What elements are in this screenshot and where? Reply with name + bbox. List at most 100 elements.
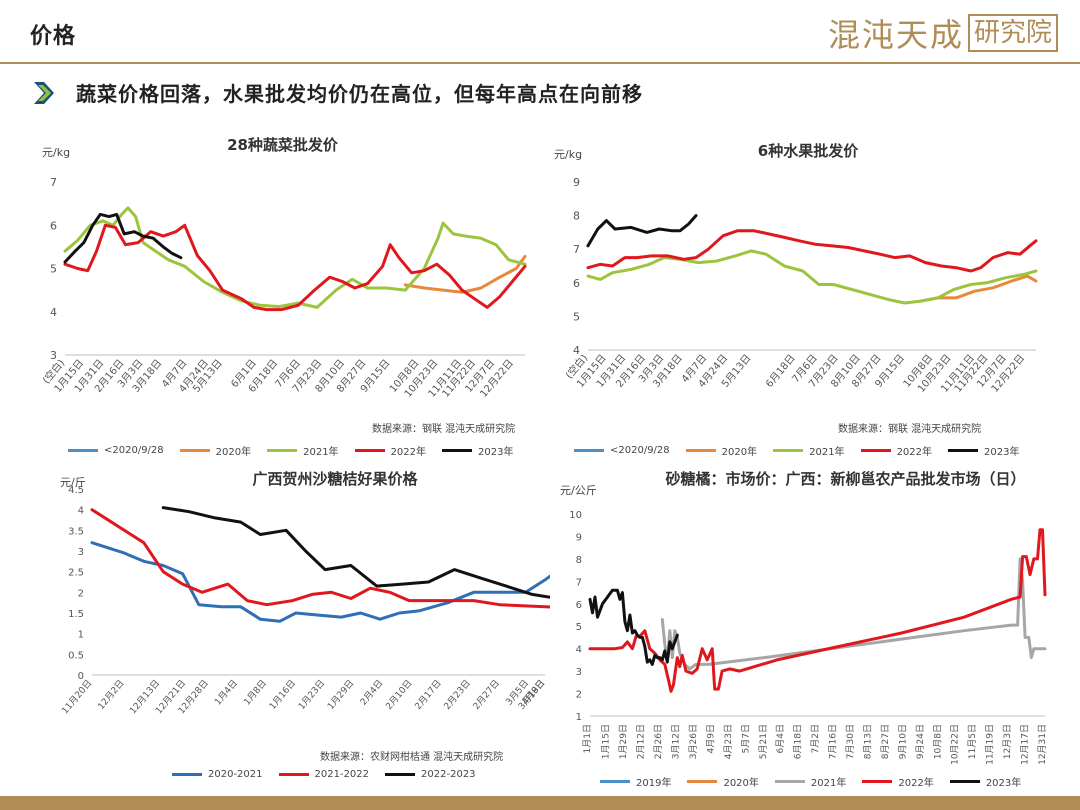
series-line — [63, 223, 527, 312]
x-tick-label: 7月30日 — [845, 724, 856, 759]
x-tick-label: 8月13日 — [862, 724, 873, 759]
y-tick-label: 4.5 — [68, 485, 84, 496]
logo-boxed-text: 研究院 — [967, 14, 1058, 52]
chart-title: 28种蔬菜批发价 — [227, 136, 338, 154]
x-tick-label: 8月27日 — [880, 724, 891, 759]
chart-legend: 2020-2021 2021-2022 2022-2023 — [172, 769, 492, 780]
y-tick-label: 3 — [50, 349, 57, 362]
y-tick-label: 6 — [50, 219, 57, 232]
x-tick-label: 11月20日 — [60, 678, 95, 716]
x-tick-label: 11月5日 — [967, 724, 978, 759]
x-tick-label: 2月17日 — [413, 678, 444, 712]
legend-swatch — [354, 449, 385, 452]
legend-item: 2020年 — [687, 774, 759, 789]
x-tick-label: 2月26日 — [653, 724, 664, 759]
legend-swatch — [860, 449, 891, 452]
series-line — [586, 214, 698, 248]
series-line — [90, 508, 550, 609]
x-tick-label: 6月18日 — [763, 352, 797, 390]
x-tick-label: 12月2日 — [96, 678, 127, 712]
legend-label: 2023年 — [478, 447, 514, 458]
legend-swatch — [687, 780, 718, 783]
y-tick-label: 7 — [576, 577, 582, 588]
y-tick-label: 9 — [573, 176, 580, 189]
legend-item: 2022年 — [860, 443, 932, 458]
y-tick-label: 4 — [573, 344, 580, 357]
legend-swatch — [278, 773, 309, 776]
x-tick-label: 5月21日 — [758, 724, 769, 759]
chart-title: 砂糖橘：市场价：广西：新柳邕农产品批发市场（日） — [665, 470, 1026, 488]
y-tick-label: 8 — [576, 555, 582, 566]
x-tick-label: 7月2日 — [810, 724, 821, 753]
legend-item: 2021年 — [774, 774, 846, 789]
chart-svg: 456789(空白)1月15日1月31日2月16日3月3日3月18日4月7日4月… — [562, 176, 1038, 395]
fruit-price-panel: 6种水果批发价 元/kg 4 5 6 7 8 9 (空白) 1月15日 1月31日 2月16日 3月… — [548, 130, 1068, 460]
legend-item: 2019年 — [600, 774, 671, 789]
x-tick-label: 2月10日 — [384, 678, 415, 712]
legend-swatch — [179, 449, 210, 452]
x-tick-label: 1月16日 — [267, 678, 298, 712]
legend-item: 2023年 — [948, 443, 1019, 458]
x-tick-label: 12月17日 — [1020, 724, 1031, 765]
legend-swatch — [442, 449, 473, 452]
legend-item: 2020年 — [685, 443, 758, 458]
legend-label: 2023年 — [984, 447, 1020, 458]
legend-item: 2021年 — [267, 443, 339, 458]
x-tick-label: 11月19日 — [985, 724, 996, 765]
y-tick-label: 5 — [50, 263, 57, 276]
legend-swatch — [68, 449, 98, 452]
series-line — [403, 254, 527, 294]
chart-title: 广西贺州沙糖桔好果价格 — [252, 470, 418, 488]
double-chevron-icon — [34, 81, 54, 104]
y-tick-label: 2.5 — [68, 568, 84, 579]
source-note: 数据来源：钢联 混沌天成研究院 — [372, 424, 516, 435]
x-tick-label: 4月9日 — [705, 724, 716, 753]
y-tick-label: 0.5 — [68, 650, 84, 661]
x-tick-label: 3月12日 — [671, 724, 682, 759]
x-tick-label: 1月8日 — [242, 678, 269, 708]
x-tick-label: 2月4日 — [358, 678, 385, 708]
series-line — [63, 206, 527, 309]
x-tick-label: 10月8日 — [932, 724, 943, 759]
x-tick-label: 7月16日 — [828, 724, 839, 759]
y-tick-label: 4 — [50, 306, 57, 319]
legend-item: 2022-2023 — [385, 769, 476, 780]
x-tick-label: 5月7日 — [740, 724, 751, 753]
y-tick-label: 4 — [78, 506, 84, 517]
x-tick-label: 1月4日 — [213, 678, 240, 708]
chart-svg: 34567(空白)1月15日1月31日2月16日3月3日3月18日4月7日4月2… — [39, 176, 527, 400]
y-tick-label: 1 — [576, 712, 582, 723]
legend-label: <2020/9/28 — [610, 445, 670, 456]
x-tick-label: 10月22日 — [950, 724, 961, 765]
legend-label: 2021年 — [809, 447, 845, 458]
legend-label: 2019年 — [636, 778, 672, 789]
x-tick-label: 1月1日 — [582, 724, 593, 753]
legend-swatch — [172, 773, 202, 776]
x-tick-label: 1月29日 — [618, 724, 629, 759]
legend-swatch — [267, 449, 298, 452]
logo-text: 混沌天成 — [827, 16, 964, 54]
legend-swatch — [948, 449, 979, 452]
hezhou-orange-panel: 广西贺州沙糖桔好果价格 元/斤 0 0.5 1 1.5 2 2.5 3 3.5 4 4.5 11月2… — [20, 462, 550, 794]
y-tick-label: 4 — [576, 645, 582, 656]
brand-logo: 混沌天成 研究院 — [828, 10, 1058, 56]
y-tick-label: 3.5 — [68, 526, 84, 537]
x-tick-label: 3月26日 — [688, 724, 699, 759]
series-line — [586, 249, 1038, 305]
legend-label: 2020年 — [721, 447, 758, 458]
x-tick-label: 1月29日 — [325, 678, 356, 712]
series-line — [90, 541, 550, 623]
legend-label: 2020年 — [215, 447, 252, 458]
legend-swatch — [685, 449, 716, 452]
y-tick-label: 10 — [569, 510, 582, 521]
page-title: 价格 — [30, 24, 77, 49]
legend-item: <2020/9/28 — [68, 445, 164, 456]
y-unit-label: 元/kg — [554, 148, 583, 161]
legend-label: 2023年 — [985, 778, 1022, 789]
chart-legend: <2020/9/28 2020年 2021年 2022年 2023年 — [68, 443, 529, 458]
legend-swatch — [774, 780, 805, 783]
x-tick-label: 9月24日 — [915, 724, 926, 759]
footer-bar — [0, 796, 1080, 810]
y-tick-label: 3 — [78, 547, 84, 558]
